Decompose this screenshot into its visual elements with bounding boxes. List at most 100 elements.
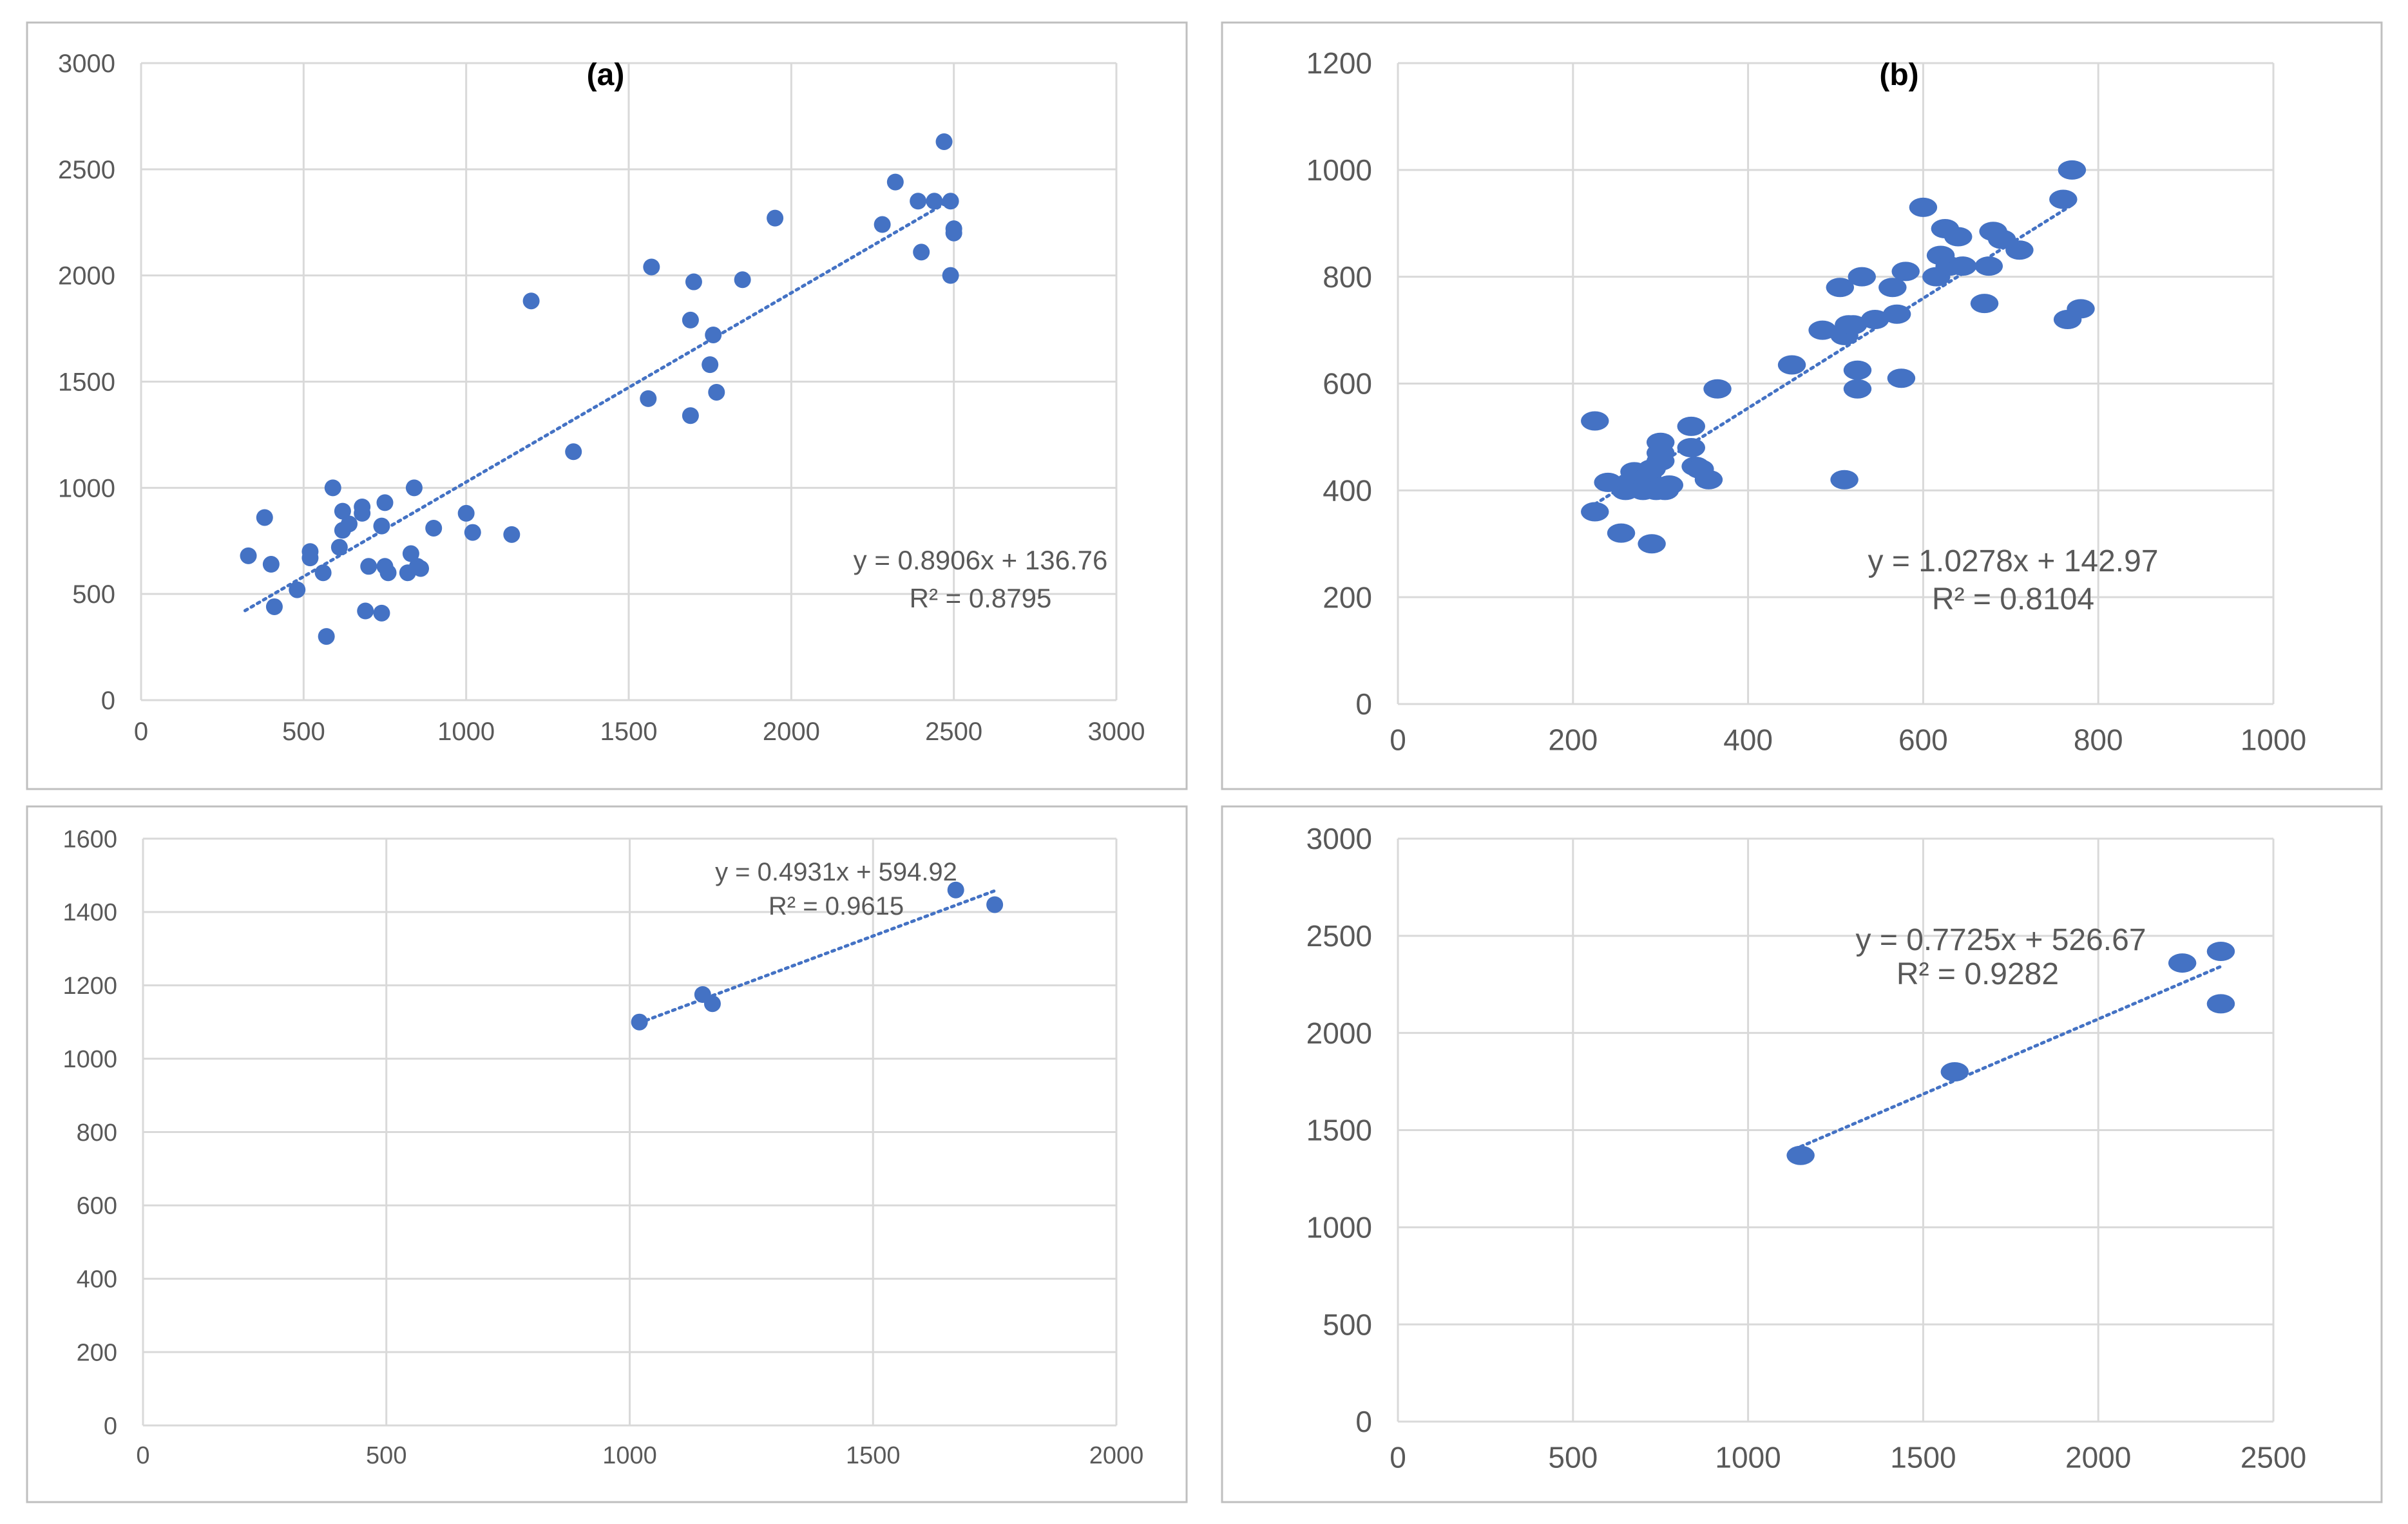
data-point	[240, 547, 257, 564]
chart-panel-3: 0 200 400 600 800 1000 1200 1400 1600 0 500 1000 150…	[26, 805, 1188, 1503]
data-point	[412, 560, 430, 577]
data-point	[1646, 432, 1675, 452]
data-point	[767, 209, 784, 227]
data-point	[1839, 315, 1868, 335]
data-point	[631, 1013, 648, 1031]
data-point	[703, 995, 721, 1013]
data-point	[357, 602, 374, 620]
r-squared-label: R² = 0.8104	[1932, 582, 2094, 616]
data-point	[1607, 523, 1636, 543]
x-tick-label: 500	[366, 1442, 406, 1469]
data-point	[1843, 379, 1872, 399]
data-point	[2067, 299, 2095, 319]
data-point	[1860, 310, 1889, 329]
data-point	[318, 628, 335, 645]
x-tick-label: 2500	[2241, 1440, 2306, 1474]
data-point	[702, 356, 719, 374]
y-tick-label: 2000	[58, 262, 115, 291]
chart-frame	[26, 21, 1188, 790]
data-point	[682, 407, 699, 424]
data-point	[926, 193, 943, 210]
trendline-equation: y = 0.7725x + 526.67	[1855, 923, 2146, 957]
data-point	[1948, 256, 1977, 276]
data-point	[324, 479, 341, 497]
data-point	[2168, 953, 2197, 973]
x-tick-label: 500	[1548, 1440, 1598, 1474]
y-tick-label: 0	[1355, 687, 1372, 721]
data-point	[1882, 304, 1911, 324]
y-tick-label: 600	[77, 1193, 117, 1220]
data-point	[886, 173, 904, 191]
y-tick-label: 1200	[1306, 46, 1372, 80]
data-point	[314, 564, 332, 582]
data-point	[942, 267, 959, 284]
trendline-equation: y = 0.8906x + 136.76	[854, 545, 1108, 575]
data-point	[2058, 160, 2087, 180]
data-point	[1786, 1145, 1815, 1165]
y-tick-label: 2500	[1306, 919, 1372, 953]
chart-panel-1: 0 500 1000 1500 2000 2500 3000 0 500 1000 1500 2000…	[26, 21, 1188, 790]
data-point	[2005, 240, 2034, 260]
y-tick-label: 200	[77, 1339, 117, 1366]
data-point	[986, 896, 1004, 913]
x-tick-label: 0	[1390, 723, 1406, 756]
data-point	[1887, 368, 1916, 388]
data-point	[734, 271, 751, 289]
data-point	[708, 383, 725, 401]
y-tick-label: 2500	[58, 156, 115, 184]
data-point	[1581, 502, 1609, 522]
r-squared-label: R² = 0.9615	[769, 892, 904, 920]
data-point	[2206, 994, 2235, 1014]
y-tick-label: 200	[1323, 580, 1372, 614]
data-point	[945, 224, 962, 242]
x-tick-label: 1500	[846, 1442, 901, 1469]
x-tick-label: 1000	[602, 1442, 657, 1469]
data-point	[1677, 416, 1706, 436]
y-tick-label: 600	[1323, 367, 1372, 401]
chart-title: (b)	[1879, 58, 1918, 92]
y-tick-label: 800	[77, 1119, 117, 1147]
data-point	[301, 549, 319, 567]
data-point	[379, 564, 397, 582]
y-tick-label: 1000	[1306, 153, 1372, 187]
data-point	[942, 193, 959, 210]
data-point	[640, 390, 657, 407]
y-tick-label: 1400	[62, 899, 117, 926]
data-point	[1891, 262, 1920, 281]
y-tick-label: 1000	[62, 1046, 117, 1073]
y-tick-label: 0	[101, 687, 115, 715]
data-point	[256, 509, 273, 526]
x-tick-label: 1500	[1890, 1440, 1956, 1474]
y-tick-label: 1000	[1306, 1210, 1372, 1244]
x-tick-label: 1500	[600, 718, 658, 746]
data-point	[405, 479, 423, 497]
x-tick-label: 400	[1723, 723, 1773, 756]
data-point	[457, 504, 475, 522]
r-squared-label: R² = 0.8795	[910, 583, 1052, 613]
data-point	[2206, 941, 2235, 961]
x-tick-label: 2000	[1089, 1442, 1144, 1469]
x-tick-label: 200	[1548, 723, 1598, 756]
data-point	[334, 502, 351, 520]
data-point	[565, 443, 582, 461]
trendline	[1799, 964, 2222, 1148]
data-point	[643, 258, 660, 276]
data-point	[1826, 278, 1855, 298]
data-point	[1655, 475, 1684, 495]
trendline-equation: y = 0.4931x + 594.92	[715, 858, 957, 886]
y-tick-label: 400	[77, 1266, 117, 1293]
data-point	[464, 524, 481, 541]
data-point	[682, 311, 699, 329]
data-point	[1777, 355, 1806, 375]
data-point	[1944, 227, 1973, 247]
data-point	[265, 598, 283, 615]
data-point	[685, 273, 702, 291]
y-tick-label: 1600	[62, 826, 117, 853]
chart-panel-2: 0 200 400 600 800 1000 1200 0 200 400 600 800 1000 (b…	[1221, 21, 2383, 790]
data-point	[1843, 360, 1872, 380]
x-tick-label: 1000	[437, 718, 495, 746]
trendline-equation: y = 1.0278x + 142.97	[1868, 544, 2158, 578]
data-point	[910, 193, 927, 210]
chart-frame	[26, 805, 1188, 1503]
